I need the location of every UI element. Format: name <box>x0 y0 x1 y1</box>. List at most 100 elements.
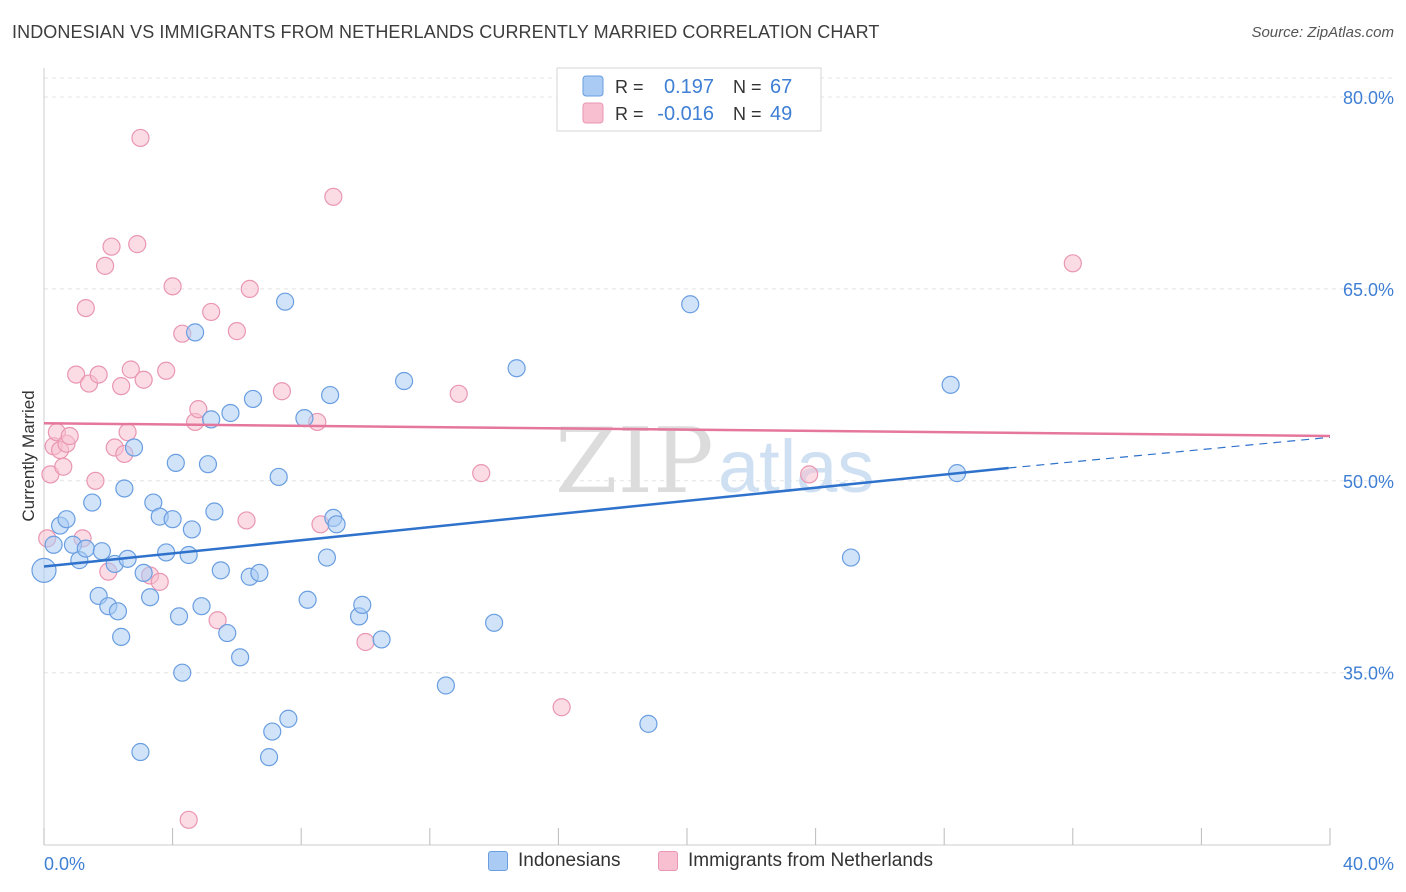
point-netherlands <box>163 277 182 296</box>
point-indonesians <box>295 409 314 428</box>
point-indonesians <box>327 515 346 534</box>
trend-line-indonesians-extension <box>1008 436 1331 469</box>
legend-n-label-blue: N = <box>733 77 762 97</box>
point-indonesians <box>140 588 160 607</box>
legend-item-indonesians: Indonesians <box>488 850 620 872</box>
legend-n-value-pink: 49 <box>770 103 792 125</box>
point-netherlands <box>60 426 79 446</box>
point-netherlands <box>157 361 176 380</box>
point-netherlands <box>112 377 131 396</box>
legend-swatch-blue <box>582 75 604 97</box>
point-indonesians <box>163 510 182 529</box>
point-indonesians <box>279 709 298 728</box>
x-tick-label-min: 0.0% <box>44 854 85 874</box>
point-indonesians <box>298 590 317 609</box>
point-indonesians <box>112 627 131 646</box>
y-tick-label: 65.0% <box>1343 280 1394 300</box>
point-indonesians <box>179 545 198 565</box>
point-indonesians <box>507 359 526 378</box>
point-indonesians <box>192 597 211 616</box>
y-tick-label: 50.0% <box>1343 472 1394 492</box>
point-indonesians <box>31 557 57 583</box>
point-indonesians <box>76 539 95 558</box>
point-indonesians <box>92 542 111 561</box>
legend-swatch-indonesians <box>488 851 508 871</box>
point-indonesians <box>231 648 250 667</box>
legend-top: R = 0.197 N = 67 R = -0.016 N = 49 <box>556 67 822 132</box>
point-netherlands <box>227 322 246 341</box>
point-indonesians <box>269 467 288 487</box>
legend-item-netherlands: Immigrants from Netherlands <box>658 850 933 872</box>
point-indonesians <box>57 510 76 529</box>
point-netherlands <box>86 471 105 490</box>
point-netherlands <box>800 465 819 484</box>
point-indonesians <box>83 493 102 512</box>
point-indonesians <box>250 563 269 583</box>
trend-line-netherlands <box>43 421 1331 438</box>
point-netherlands <box>89 365 108 384</box>
point-indonesians <box>276 292 295 311</box>
legend-swatch-pink <box>582 102 604 124</box>
point-netherlands <box>76 298 95 318</box>
source-credit: Source: ZipAtlas.com <box>1251 24 1394 41</box>
point-netherlands <box>202 302 221 322</box>
point-indonesians <box>124 438 144 457</box>
point-netherlands <box>324 187 343 206</box>
point-indonesians <box>218 623 237 643</box>
point-indonesians <box>639 714 658 733</box>
y-axis-label: Currently Married <box>19 390 38 521</box>
point-indonesians <box>166 453 185 472</box>
point-indonesians <box>394 371 414 391</box>
point-netherlands <box>552 698 571 717</box>
point-indonesians <box>173 663 192 682</box>
point-indonesians <box>372 630 391 649</box>
point-netherlands <box>449 384 468 403</box>
legend-swatch-netherlands <box>658 851 678 871</box>
point-indonesians <box>941 375 960 394</box>
point-netherlands <box>237 511 256 530</box>
point-indonesians <box>115 479 134 498</box>
legend-r-label-pink: R = <box>615 104 644 124</box>
point-netherlands <box>472 464 491 483</box>
point-netherlands <box>189 400 208 419</box>
point-netherlands <box>179 810 198 829</box>
point-indonesians <box>221 403 240 423</box>
point-indonesians <box>321 385 340 405</box>
point-netherlands <box>1063 254 1082 273</box>
point-indonesians <box>485 613 504 632</box>
legend-label-indonesians: Indonesians <box>518 850 621 871</box>
legend-r-value-blue: 0.197 <box>664 76 714 98</box>
legend-label-netherlands: Immigrants from Netherlands <box>688 850 933 871</box>
point-indonesians <box>353 595 372 614</box>
point-netherlands <box>121 360 140 379</box>
y-tick-label: 35.0% <box>1343 664 1394 684</box>
legend-r-label-blue: R = <box>615 77 644 97</box>
point-indonesians <box>243 389 263 409</box>
legend-r-value-pink: -0.016 <box>657 103 714 125</box>
point-netherlands <box>272 382 292 401</box>
point-netherlands <box>208 611 227 630</box>
legend-bottom: Indonesians Immigrants from Netherlands <box>0 850 1406 880</box>
point-indonesians <box>681 295 700 314</box>
point-indonesians <box>841 548 861 567</box>
point-netherlands <box>67 365 86 384</box>
point-netherlands <box>95 256 115 275</box>
point-indonesians <box>134 563 153 583</box>
x-tick-label-max: 40.0% <box>1343 854 1394 874</box>
point-indonesians <box>205 502 224 521</box>
point-indonesians <box>108 602 128 621</box>
legend-n-value-blue: 67 <box>770 76 792 98</box>
trend-line-indonesians <box>43 466 1009 568</box>
point-netherlands <box>150 572 169 591</box>
point-indonesians <box>211 561 230 580</box>
point-netherlands <box>128 235 147 254</box>
point-netherlands <box>54 457 73 476</box>
point-indonesians <box>186 323 205 342</box>
chart-title: INDONESIAN VS IMMIGRANTS FROM NETHERLAND… <box>12 22 880 42</box>
point-netherlands <box>240 279 259 298</box>
point-indonesians <box>259 748 279 767</box>
point-netherlands <box>118 423 137 442</box>
point-indonesians <box>131 742 150 762</box>
point-indonesians <box>169 607 189 626</box>
